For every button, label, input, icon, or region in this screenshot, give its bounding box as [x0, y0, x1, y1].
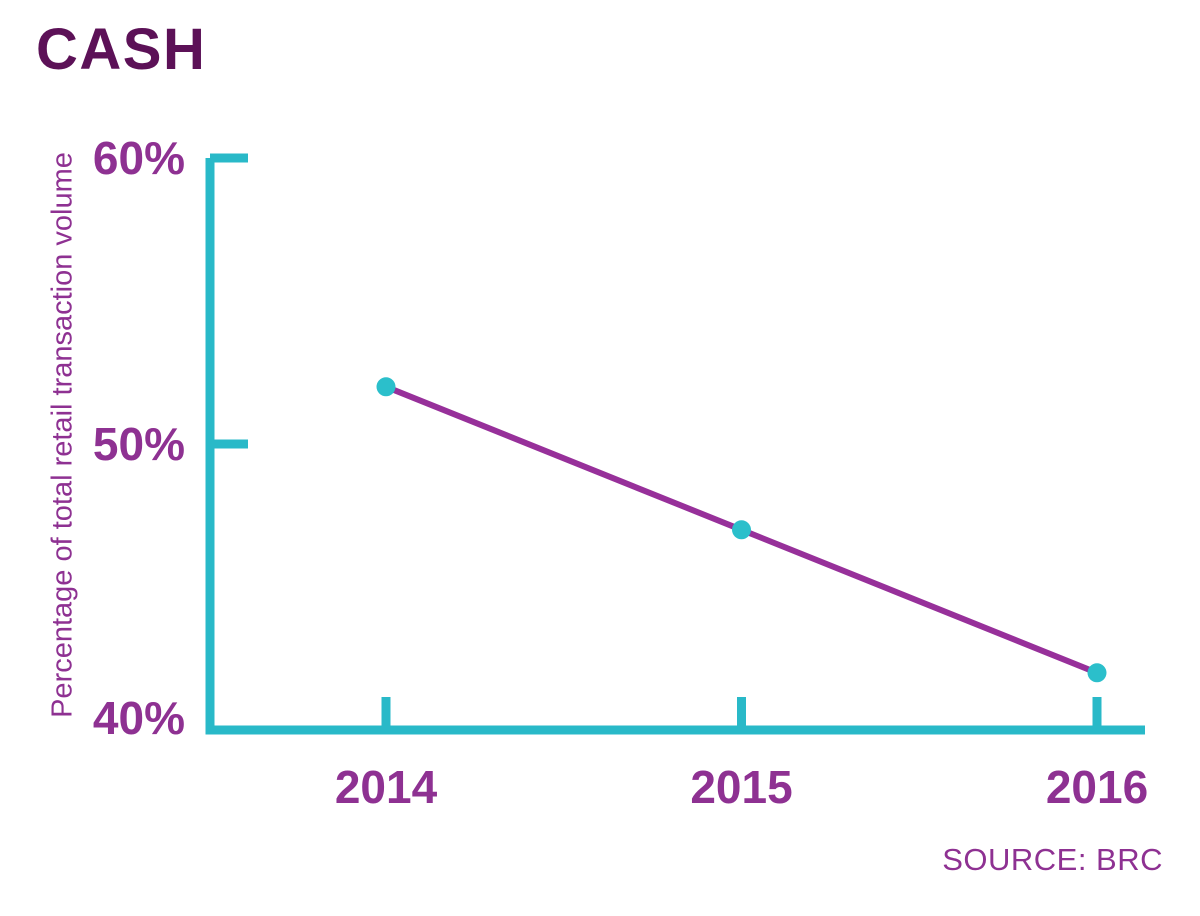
x-tick-label: 2014	[335, 761, 438, 813]
data-point	[1087, 663, 1107, 683]
chart-title: CASH	[36, 17, 207, 82]
y-tick-label: 50%	[93, 418, 185, 470]
axis-lines	[205, 158, 1145, 735]
y-tick-label: 60%	[93, 132, 185, 184]
x-tick-label: 2016	[1046, 761, 1148, 813]
x-tick-label: 2015	[690, 761, 792, 813]
data-point	[376, 377, 396, 397]
y-tick-label: 40%	[93, 692, 185, 744]
source-note: SOURCE: BRC	[942, 842, 1163, 877]
data-point	[732, 520, 751, 540]
